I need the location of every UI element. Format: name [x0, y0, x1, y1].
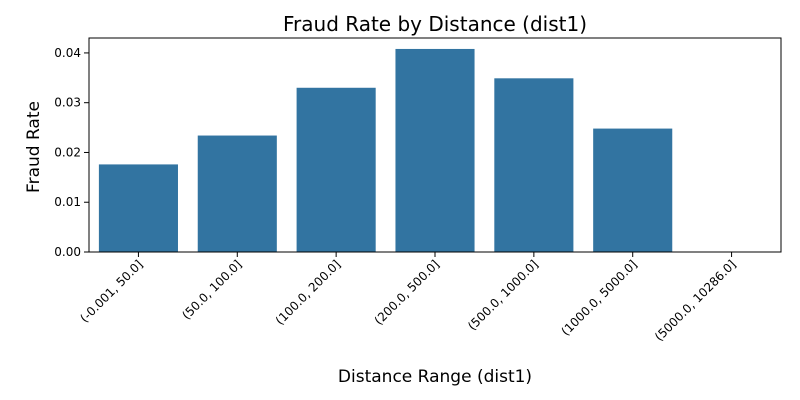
x-tick-label: (-0.001, 50.0]: [77, 257, 145, 325]
bar-5: [494, 78, 574, 252]
y-axis-label: Fraud Rate: [24, 101, 44, 193]
plot-area: 0.00 0.01 0.02 0.03 0.04 (-0.001, 50.0] (50.0,…: [54, 37, 782, 344]
chart-title: Fraud Rate by Distance (dist1): [283, 12, 587, 36]
bar-4: [395, 48, 475, 253]
y-tick-label: 0.01: [54, 195, 81, 209]
bar-1: [98, 164, 178, 252]
y-tick-label: 0.02: [54, 145, 81, 159]
x-tick-label: (5000.0, 10286.0]: [652, 257, 739, 344]
bar-6: [593, 128, 673, 252]
x-tick-label: (1000.0, 5000.0]: [559, 257, 640, 338]
y-tick-label: 0.03: [54, 96, 81, 110]
bar-3: [296, 87, 376, 253]
y-tick-label: 0.04: [54, 46, 81, 60]
x-tick-label: (100.0, 200.0]: [273, 257, 344, 328]
x-tick-label: (50.0, 100.0]: [179, 257, 244, 322]
y-tick-label: 0.00: [54, 245, 81, 259]
x-tick-label: (200.0, 500.0]: [372, 257, 443, 328]
x-tick-label: (500.0, 1000.0]: [465, 257, 541, 333]
bar-2: [197, 135, 277, 252]
axes-frame: [88, 37, 782, 253]
x-axis-label: Distance Range (dist1): [338, 367, 532, 387]
